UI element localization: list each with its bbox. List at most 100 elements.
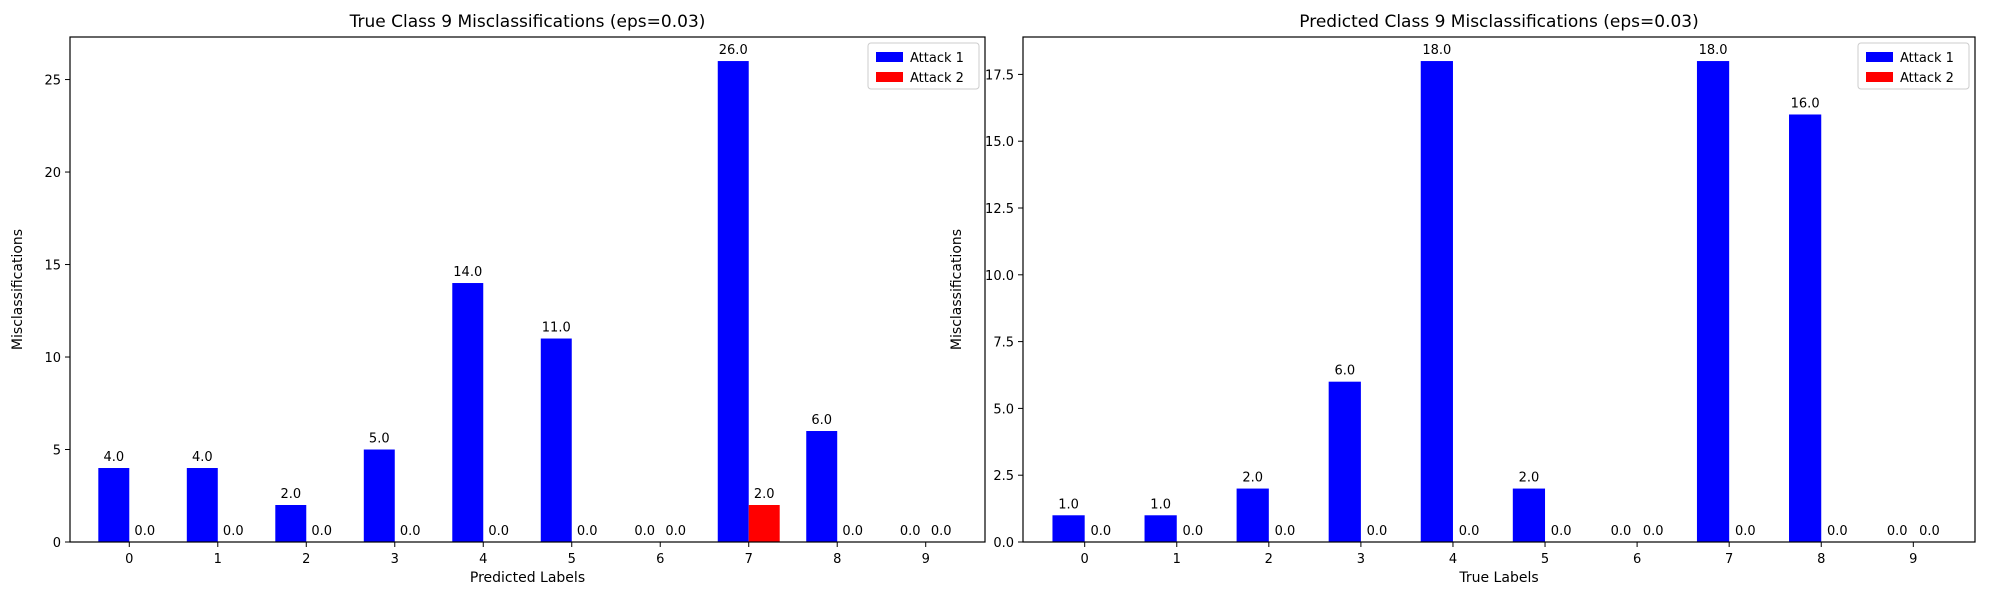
bar-attack-1-7 — [717, 61, 749, 543]
x-tick-label: 8 — [1817, 552, 1825, 567]
data-label: 0.0 — [1735, 524, 1756, 539]
bar-attack-1-1 — [186, 468, 218, 542]
bar-attack-1-2 — [1236, 488, 1269, 542]
x-tick-label: 5 — [1541, 552, 1549, 567]
y-tick-label: 15 — [44, 259, 61, 274]
y-tick-label: 5.0 — [993, 402, 1014, 417]
chart-panel-0: True Class 9 Misclassifications (eps=0.0… — [10, 12, 986, 586]
legend: Attack 1 Attack 2 — [867, 42, 980, 90]
x-tick-label: 9 — [922, 552, 930, 567]
x-tick-label: 7 — [1725, 552, 1733, 567]
data-label: 18.0 — [1699, 43, 1728, 58]
x-tick-label: 3 — [1357, 552, 1365, 567]
data-label: 2.0 — [280, 487, 301, 502]
bar-attack-1-2 — [275, 505, 307, 542]
data-label: 0.0 — [134, 524, 155, 539]
data-label: 0.0 — [931, 524, 952, 539]
data-label: 0.0 — [1611, 524, 1632, 539]
bar-attack-1-0 — [1052, 515, 1085, 542]
bar-attack-1-5 — [1512, 488, 1546, 542]
data-label: 14.0 — [453, 265, 482, 280]
plot-frame — [1022, 36, 1976, 543]
data-label: 26.0 — [719, 43, 748, 58]
legend-swatch-attack-2 — [876, 72, 903, 82]
bar-attack-1-1 — [1144, 515, 1177, 542]
legend-label: Attack 1 — [910, 51, 964, 66]
data-label: 11.0 — [542, 321, 571, 336]
data-label: 16.0 — [1791, 96, 1820, 111]
x-tick-label: 0 — [1081, 552, 1089, 567]
data-label: 0.0 — [1090, 524, 1111, 539]
bar-attack-1-8 — [806, 431, 838, 542]
data-label: 0.0 — [1367, 524, 1388, 539]
data-label: 0.0 — [1827, 524, 1848, 539]
data-label: 0.0 — [1459, 524, 1480, 539]
data-label: 6.0 — [811, 413, 832, 428]
x-tick-label: 1 — [214, 552, 222, 567]
data-label: 0.0 — [1183, 524, 1204, 539]
x-tick-label: 2 — [1265, 552, 1273, 567]
data-label: 4.0 — [192, 450, 213, 465]
legend-swatch-attack-1 — [1866, 52, 1893, 62]
data-label: 2.0 — [1242, 471, 1263, 486]
y-tick-label: 0.0 — [993, 536, 1014, 551]
bar-attack-1-3 — [1328, 381, 1361, 542]
bar-attack-1-4 — [1420, 61, 1453, 543]
data-label: 0.0 — [1643, 524, 1664, 539]
x-tick-label: 6 — [1633, 552, 1641, 567]
data-label: 0.0 — [665, 524, 686, 539]
data-label: 2.0 — [754, 487, 775, 502]
chart-title: Predicted Class 9 Misclassifications (ep… — [1299, 12, 1699, 32]
y-tick-label: 10 — [44, 351, 61, 366]
x-axis-label: True Labels — [1458, 570, 1538, 586]
data-label: 18.0 — [1422, 43, 1451, 58]
y-tick-label: 7.5 — [993, 336, 1014, 351]
data-label: 0.0 — [1887, 524, 1908, 539]
x-axis-label: Predicted Labels — [470, 570, 585, 586]
data-label: 0.0 — [1275, 524, 1296, 539]
x-tick-label: 3 — [391, 552, 399, 567]
legend-label: Attack 2 — [910, 71, 964, 86]
y-tick-label: 10.0 — [985, 269, 1014, 284]
data-label: 0.0 — [223, 524, 244, 539]
data-label: 0.0 — [634, 524, 655, 539]
chart-panel-1: Predicted Class 9 Misclassifications (ep… — [949, 12, 1976, 586]
data-label: 1.0 — [1058, 497, 1079, 512]
y-tick-label: 15.0 — [985, 135, 1014, 150]
bar-attack-1-7 — [1696, 61, 1730, 543]
x-tick-label: 2 — [302, 552, 310, 567]
data-label: 2.0 — [1519, 471, 1540, 486]
plot-frame — [69, 36, 986, 543]
data-label: 0.0 — [1919, 524, 1940, 539]
y-tick-label: 25 — [44, 74, 61, 89]
x-tick-label: 4 — [479, 552, 487, 567]
y-tick-label: 0 — [53, 536, 61, 551]
y-tick-label: 20 — [44, 166, 61, 181]
legend-swatch-attack-1 — [876, 52, 903, 62]
y-tick-label: 12.5 — [985, 202, 1014, 217]
x-tick-label: 4 — [1449, 552, 1457, 567]
data-label: 0.0 — [400, 524, 421, 539]
x-tick-label: 6 — [656, 552, 664, 567]
y-axis-label: Misclassifications — [10, 229, 26, 350]
x-tick-label: 1 — [1173, 552, 1181, 567]
x-tick-label: 9 — [1909, 552, 1917, 567]
data-label: 4.0 — [103, 450, 124, 465]
x-tick-label: 5 — [568, 552, 576, 567]
y-tick-label: 17.5 — [985, 68, 1014, 83]
data-label: 6.0 — [1334, 364, 1355, 379]
bar-attack-1-8 — [1789, 114, 1822, 543]
data-label: 5.0 — [369, 432, 390, 447]
y-tick-label: 2.5 — [993, 469, 1014, 484]
bar-attack-2-7 — [748, 505, 780, 542]
data-label: 0.0 — [488, 524, 509, 539]
y-axis-label: Misclassifications — [949, 229, 965, 350]
data-label: 0.0 — [900, 524, 921, 539]
x-tick-label: 0 — [125, 552, 133, 567]
legend-swatch-attack-2 — [1866, 72, 1893, 82]
data-label: 0.0 — [842, 524, 863, 539]
legend-label: Attack 1 — [1900, 51, 1954, 66]
bar-attack-1-4 — [452, 283, 484, 542]
legend: Attack 1 Attack 2 — [1857, 42, 1970, 90]
